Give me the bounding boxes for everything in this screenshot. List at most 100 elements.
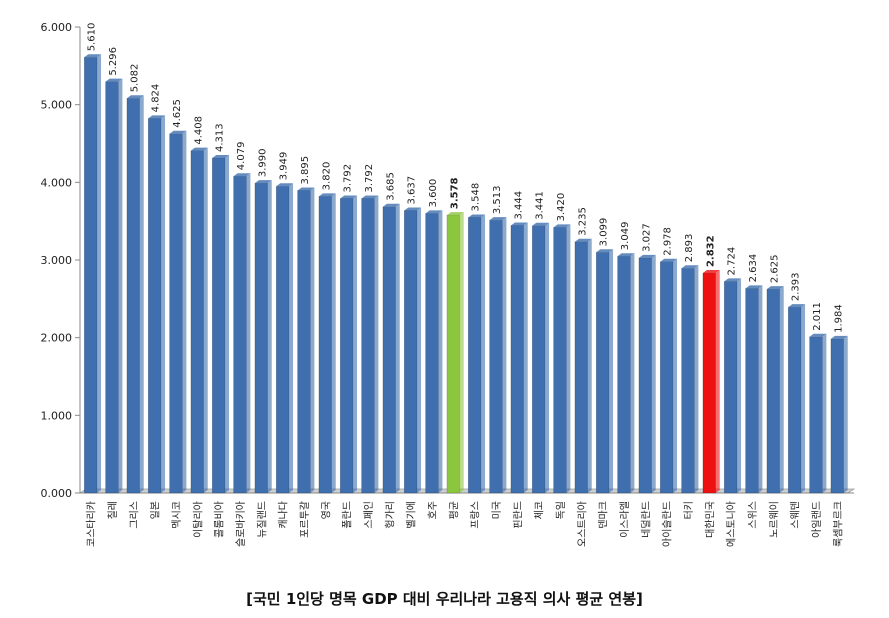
bar: [339, 198, 354, 494]
bar-top: [830, 335, 848, 339]
bar-top: [382, 203, 400, 207]
category-label: 칠레: [107, 501, 119, 519]
bar-value-label: 2.393: [791, 273, 802, 302]
bar-top: [468, 214, 486, 218]
bar: [211, 157, 226, 494]
bar-chart: 0.000 1.000 2.000 3.000 4.000 5.000 6.000 5.610…: [41, 21, 856, 547]
bar-side: [502, 217, 507, 494]
bar-value-label: 2.832: [705, 235, 716, 267]
bar-top: [425, 210, 443, 214]
category-label: 일본: [150, 501, 162, 519]
bar-top: [553, 224, 571, 228]
bar-side: [481, 214, 486, 493]
bar-side: [289, 183, 294, 494]
bar: [254, 182, 269, 494]
category-label: 스웨덴: [790, 501, 802, 529]
bar-top: [84, 54, 102, 58]
bar-top: [724, 278, 742, 282]
bar-side: [587, 238, 592, 493]
bar-value-label: 4.313: [215, 123, 226, 152]
bar-side: [779, 286, 784, 493]
bar: [531, 225, 546, 494]
bar-side: [758, 285, 763, 493]
category-label: 네덜란드: [640, 501, 652, 538]
bar-value-label: 3.637: [407, 176, 418, 205]
bar: [126, 97, 141, 494]
bar-top: [212, 155, 230, 159]
category-label: 슬로바키아: [235, 501, 247, 547]
bar: [382, 206, 397, 494]
bar: [467, 217, 482, 494]
bar-top: [788, 304, 806, 308]
bar-value-label: 3.792: [364, 164, 375, 193]
bar: [595, 252, 610, 494]
bar-value-label: 3.990: [257, 148, 268, 177]
bar: [681, 268, 695, 494]
category-label: 호주: [427, 501, 439, 519]
bar-side: [523, 222, 528, 494]
category-label: 대한민국: [704, 501, 716, 538]
bar-side: [97, 54, 102, 493]
bar-top: [404, 207, 422, 211]
bar-side: [459, 212, 464, 493]
bar-value-label: 3.420: [556, 193, 567, 222]
bar-side: [843, 335, 848, 493]
bar: [361, 198, 375, 494]
bar: [297, 190, 311, 494]
category-label: 노르웨이: [768, 501, 780, 538]
bar-value-label: 3.895: [300, 156, 311, 185]
bar-side: [331, 193, 336, 493]
y-tick-label: 2.000: [41, 332, 73, 345]
bar-value-label: 4.625: [172, 99, 183, 128]
bar-side: [673, 258, 678, 493]
y-tick-label: 6.000: [41, 21, 73, 34]
category-label: 에스토니아: [726, 501, 738, 547]
bar: [830, 338, 845, 494]
bar-top: [276, 183, 294, 187]
category-label: 그리스: [128, 501, 140, 529]
y-tick-label: 4.000: [41, 176, 73, 189]
bar-value-label: 3.949: [279, 152, 290, 181]
bar-value-label: 4.408: [193, 116, 204, 145]
bar-side: [801, 304, 806, 493]
category-label: 체코: [534, 501, 546, 519]
bar-value-label: 3.099: [599, 218, 610, 247]
bar-side: [374, 195, 379, 493]
bar: [745, 288, 759, 494]
bar-top: [190, 147, 208, 151]
bar-side: [651, 254, 656, 493]
category-label: 미국: [491, 501, 503, 519]
bar: [702, 272, 717, 494]
bar: [105, 81, 119, 494]
category-label: 평균: [448, 501, 460, 519]
bar: [553, 227, 567, 494]
bar-value-label: 3.792: [343, 164, 354, 193]
category-label: 멕시코: [171, 501, 183, 529]
bar-top: [446, 212, 464, 216]
bar-value-label: 2.625: [769, 254, 780, 283]
bar: [766, 288, 781, 494]
bar-value-label: 2.978: [663, 227, 674, 256]
category-label: 콜롬비아: [214, 501, 226, 538]
bar-top: [148, 115, 166, 119]
y-tick-label: 5.000: [41, 99, 73, 112]
bar-top: [638, 254, 656, 258]
bar-value-label: 2.634: [748, 254, 759, 283]
bar-side: [737, 278, 742, 493]
bar-side: [139, 95, 144, 493]
category-label: 룩셈부르크: [832, 501, 844, 547]
y-tick-label: 1.000: [41, 409, 73, 422]
bar-value-label: 3.513: [492, 186, 503, 215]
bar-side: [694, 265, 699, 493]
bar: [233, 175, 247, 494]
bar: [638, 257, 653, 494]
bar-side: [545, 222, 550, 493]
bar-top: [254, 180, 272, 184]
bar: [318, 196, 333, 494]
bar-side: [353, 195, 358, 493]
bar-value-label: 3.685: [385, 172, 396, 201]
category-label: 포르투갈: [298, 501, 311, 538]
category-label: 핀란드: [512, 501, 524, 529]
bar: [446, 214, 461, 494]
bar-top: [340, 195, 358, 199]
